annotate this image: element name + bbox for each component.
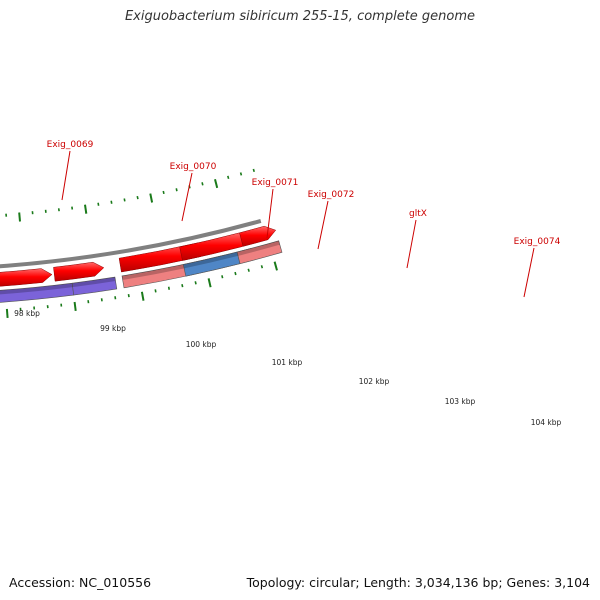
tick-mark — [260, 265, 264, 269]
tick-mark — [84, 204, 88, 214]
gene-label-leader — [181, 172, 193, 222]
tick-mark — [140, 291, 145, 301]
scale-label: 100 kbp — [186, 340, 217, 349]
gene-label-leader — [406, 219, 417, 269]
tick-mark — [201, 182, 204, 186]
gene-label-exig_0072: Exig_0072 — [308, 190, 355, 200]
tick-mark — [252, 168, 255, 173]
cds-arrow — [0, 268, 53, 287]
gene-block-unnamed-7 — [236, 240, 283, 265]
tick-mark — [167, 286, 170, 290]
scale-label: 99 kbp — [100, 324, 126, 333]
tick-mark — [221, 275, 224, 279]
gene-label-leader — [317, 200, 329, 250]
tick-mark — [175, 188, 178, 192]
gene-block-shadow — [237, 240, 280, 256]
tick-mark — [5, 308, 9, 318]
genome-backbone — [0, 218, 262, 269]
map-title: Exiguobacterium sibiricum 255-15, comple… — [124, 9, 476, 24]
gene-blocks — [0, 240, 283, 303]
scale-labels: 98 kbp 99 kbp 100 kbp 101 kbp 102 kbp 103 kbp… — [14, 309, 561, 427]
gene-block-shadow — [72, 277, 116, 288]
gene-block-exig_0072 — [71, 276, 118, 296]
gene-label-gltx: gltX — [409, 209, 427, 219]
scale-label: 103 kbp — [445, 397, 476, 406]
gene-block-shadow — [0, 283, 73, 295]
gene-label-leader — [523, 247, 535, 298]
scale-label: 102 kbp — [359, 377, 390, 386]
inner-tick-marks — [5, 168, 255, 222]
outer-tick-marks — [5, 261, 278, 318]
gene-label-leader — [266, 188, 274, 239]
tick-mark — [97, 202, 100, 206]
tick-mark — [162, 190, 165, 195]
tick-mark — [73, 301, 77, 312]
tick-mark — [214, 178, 219, 189]
tick-mark — [181, 284, 184, 288]
tick-mark — [18, 212, 21, 222]
gene-label-leader — [61, 150, 71, 201]
tick-mark — [207, 278, 212, 288]
cds-arrow — [53, 261, 105, 282]
gene-label-exig_0069: Exig_0069 — [47, 140, 94, 150]
tick-mark — [239, 172, 243, 176]
scale-label: 101 kbp — [272, 358, 303, 367]
tick-mark — [154, 289, 157, 293]
genome-summary-text: Topology: circular; Length: 3,034,136 bp… — [246, 575, 590, 590]
accession-text: Accession: NC_010556 — [9, 575, 152, 590]
tick-mark — [114, 296, 117, 300]
gene-label-exig_0071: Exig_0071 — [252, 178, 299, 188]
gene-labels: Exig_0069 Exig_0070 Exig_0071 Exig_0072 gltX… — [47, 140, 561, 298]
cds-arrows — [0, 225, 277, 287]
tick-mark — [273, 261, 278, 271]
tick-mark — [234, 271, 237, 276]
scale-label: 98 kbp — [14, 309, 40, 318]
tick-mark — [127, 293, 130, 298]
cds-arrow — [239, 225, 277, 247]
gene-label-exig_0070: Exig_0070 — [170, 162, 217, 172]
scale-label: 104 kbp — [531, 418, 562, 427]
gene-label-exig_0074: Exig_0074 — [514, 237, 561, 247]
tick-mark — [123, 198, 126, 202]
tick-mark — [194, 281, 197, 285]
gene-block-shadow — [183, 252, 238, 269]
tick-mark — [136, 195, 139, 200]
tick-mark — [110, 200, 113, 204]
tick-mark — [149, 193, 154, 203]
tick-mark — [227, 175, 230, 180]
tick-mark — [247, 268, 250, 272]
